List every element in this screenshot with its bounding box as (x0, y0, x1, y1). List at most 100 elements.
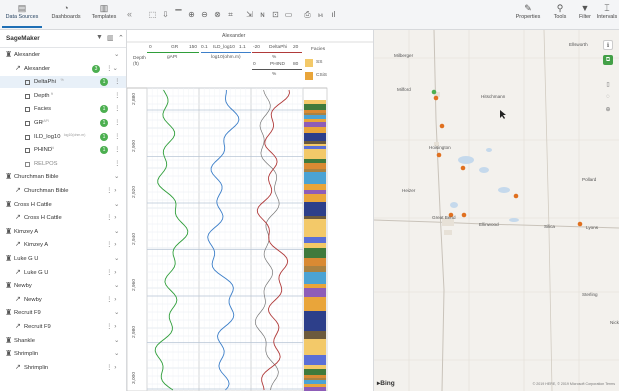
more-options-icon[interactable]: ⋮ (114, 119, 121, 126)
expand-chevron-icon[interactable]: ⌄ (114, 51, 120, 58)
well-item-kimzey-a[interactable]: ♜ Kimzey A ⌄ (0, 226, 126, 238)
lake (498, 187, 510, 193)
rectangle-icon[interactable]: ▭ (284, 10, 293, 19)
more-options-icon[interactable]: ⋮ (114, 105, 121, 113)
curve-unit: ft (51, 91, 53, 96)
collapse-sidebar-icon[interactable]: « (127, 9, 133, 19)
wellbore-item-shrimplin[interactable]: ↗ Shrimplin ⋮ › (0, 362, 126, 374)
filter-button[interactable]: ▼ Filter (575, 2, 595, 28)
well-marker (461, 212, 467, 218)
tab-dashboards[interactable]: ◔ Dashboards (46, 2, 86, 28)
expand-chevron-icon[interactable]: ⌄ (114, 200, 120, 208)
curve-item-deltaphi[interactable]: DeltaPhi% 1 ⋮ (0, 76, 126, 89)
expand-chevron-icon[interactable]: ⌄ (114, 173, 120, 181)
facies-band (304, 219, 326, 237)
well-item-shankle[interactable]: ♜ Shankle ⌄ (0, 335, 126, 347)
more-options-icon[interactable]: ⋮ › (106, 295, 117, 303)
map-select-icon[interactable]: ▯ (606, 82, 610, 88)
curve-item-relpos[interactable]: RELPOS ⋮ (0, 158, 126, 170)
well-item-cross-h-cattle[interactable]: ♜ Cross H Cattle ⌄ (0, 199, 126, 211)
well-item-churchman-bible[interactable]: ♜ Churchman Bible ⌄ (0, 171, 126, 183)
multi-well-icon[interactable]: ⲙ (318, 10, 323, 19)
print-icon[interactable]: ⎙ (304, 10, 311, 19)
more-options-icon[interactable]: ⋮ (114, 78, 121, 86)
map-layers-icon[interactable]: ⧉ (603, 55, 613, 65)
track-icon[interactable]: ▔ (175, 10, 182, 19)
pointer-icon[interactable]: ⬚ (148, 10, 157, 19)
curve-item-gr[interactable]: GR gAPI 1 ⋮ (0, 117, 126, 129)
expand-chevron-icon[interactable]: ⌄ (114, 309, 120, 317)
expand-chevron-icon[interactable]: ⌄ (114, 227, 120, 235)
well-item-recruit-f9[interactable]: ♜ Recruit F9 ⌄ (0, 307, 126, 319)
more-options-icon[interactable]: ⋮ (114, 159, 121, 167)
more-options-icon[interactable]: ⋮ › (106, 268, 117, 276)
zoom-fit-icon[interactable]: ⊗ (214, 10, 221, 19)
well-icon: ♜ (5, 308, 13, 318)
filter-icon[interactable]: ▼ (96, 34, 103, 41)
more-options-icon[interactable]: ⋮ › (106, 323, 117, 330)
more-options-icon[interactable]: ⋮ › (106, 241, 117, 249)
tab-templates[interactable]: ▥ Templates (84, 2, 124, 28)
tools-button[interactable]: ⚲ Tools (548, 2, 572, 28)
map-lasso-icon[interactable]: ◌ (606, 94, 610, 100)
zoom-out-icon[interactable]: ⊖ (201, 10, 208, 19)
well-item-shrimplin[interactable]: ♜ Shrimplin ⌄ (0, 348, 126, 360)
properties-button[interactable]: ✎ Properties (513, 2, 543, 28)
well-item-alexander[interactable]: ♜ Alexander ⌄ (0, 49, 126, 61)
more-options-icon[interactable]: ⋮ › (106, 363, 117, 371)
well-item-newby[interactable]: ♜ Newby ⌄ (0, 280, 126, 292)
curve-item-phind[interactable]: PHIND% 1 ⋮ (0, 144, 126, 156)
bar-chart-icon[interactable]: ıl (331, 10, 336, 19)
wellbore-item-kimzey-a[interactable]: ↗ Kimzey A ⋮ › (0, 239, 126, 251)
curve-item-depth[interactable]: Depth ft ⋮ (0, 90, 126, 102)
tree-item-label: Newby (24, 296, 42, 303)
more-options-icon[interactable]: ⋮ (114, 91, 121, 99)
wellbore-item-luke-g-u[interactable]: ↗ Luke G U ⋮ › (0, 267, 126, 279)
import-icon[interactable]: ⇩ (162, 10, 169, 19)
more-options-icon[interactable]: ⋮ › (106, 187, 117, 194)
collapse-up-icon[interactable]: ⌃ (118, 35, 124, 42)
deltaphi-name: DeltaPhi (269, 45, 288, 50)
project-title: SageMaker (6, 35, 40, 42)
intervals-button[interactable]: ⌶ Intervals (596, 2, 618, 28)
well-marker (436, 152, 442, 158)
more-options-icon[interactable]: ⋮ › (106, 214, 117, 222)
well-marker (460, 165, 466, 171)
filter-icon: ▼ (580, 3, 590, 13)
town-label: Milberger (394, 53, 414, 58)
curve-item-facies[interactable]: Facies 1 ⋮ (0, 103, 126, 115)
wellbore-item-newby[interactable]: ↗ Newby ⋮ › (0, 294, 126, 306)
wellbore-item-alexander[interactable]: ↗ Alexander 3 ⋮⌄ (0, 63, 126, 75)
map-info-icon[interactable]: ℹ (603, 40, 613, 50)
expand-chevron-icon[interactable]: ⌄ (114, 336, 120, 344)
depth-icon[interactable]: ⇲ (246, 10, 253, 19)
expand-chevron-icon[interactable]: ⌄ (114, 282, 120, 290)
more-options-icon[interactable]: ⋮ (114, 146, 121, 154)
map-view[interactable]: Milberger Milford Hitschmann Hoisington Ells… (374, 30, 619, 391)
delete-icon[interactable]: ▥ (107, 35, 114, 42)
well-log-canvas[interactable] (127, 30, 374, 391)
more-options-icon[interactable]: ⋮ (114, 132, 121, 140)
wellbore-item-churchman-bible[interactable]: ↗ Churchman Bible ⋮ › (0, 185, 126, 197)
map-zoom-icon[interactable]: ⊕ (605, 107, 611, 113)
expand-chevron-icon[interactable]: ⌄ (114, 350, 120, 358)
zoom-in-icon[interactable]: ⊕ (188, 10, 195, 19)
well-item-luke-g-u[interactable]: ♜ Luke G U ⌄ (0, 253, 126, 265)
wellbore-item-recruit-f9[interactable]: ↗ Recruit F9 ⋮ › (0, 321, 126, 333)
wellbore-item-cross-h-cattle[interactable]: ↗ Cross H Cattle ⋮ › (0, 212, 126, 224)
town-label: Hoisington (429, 145, 451, 150)
crop-icon[interactable]: ⌗ (228, 10, 233, 19)
facies-band (304, 378, 326, 380)
tab-data-sources[interactable]: ▤ Data Sources (2, 2, 42, 28)
curve-icon[interactable]: ɴ (260, 10, 265, 19)
well-icon: ♜ (5, 199, 13, 209)
facies-band (304, 194, 326, 202)
more-options-icon[interactable]: ⋮⌄ (106, 64, 118, 72)
map-canvas[interactable] (374, 30, 619, 391)
curve-item-ild-log10[interactable]: ILD_log10 log10(ohm.m) 1 ⋮ (0, 131, 126, 143)
tree-item-label: Recruit F9 (24, 324, 51, 330)
ild-min: 0.1 (201, 45, 208, 50)
deltaphi-unit: % (272, 55, 277, 60)
expand-chevron-icon[interactable]: ⌄ (114, 255, 120, 262)
panel-icon[interactable]: ⊡ (272, 10, 279, 19)
